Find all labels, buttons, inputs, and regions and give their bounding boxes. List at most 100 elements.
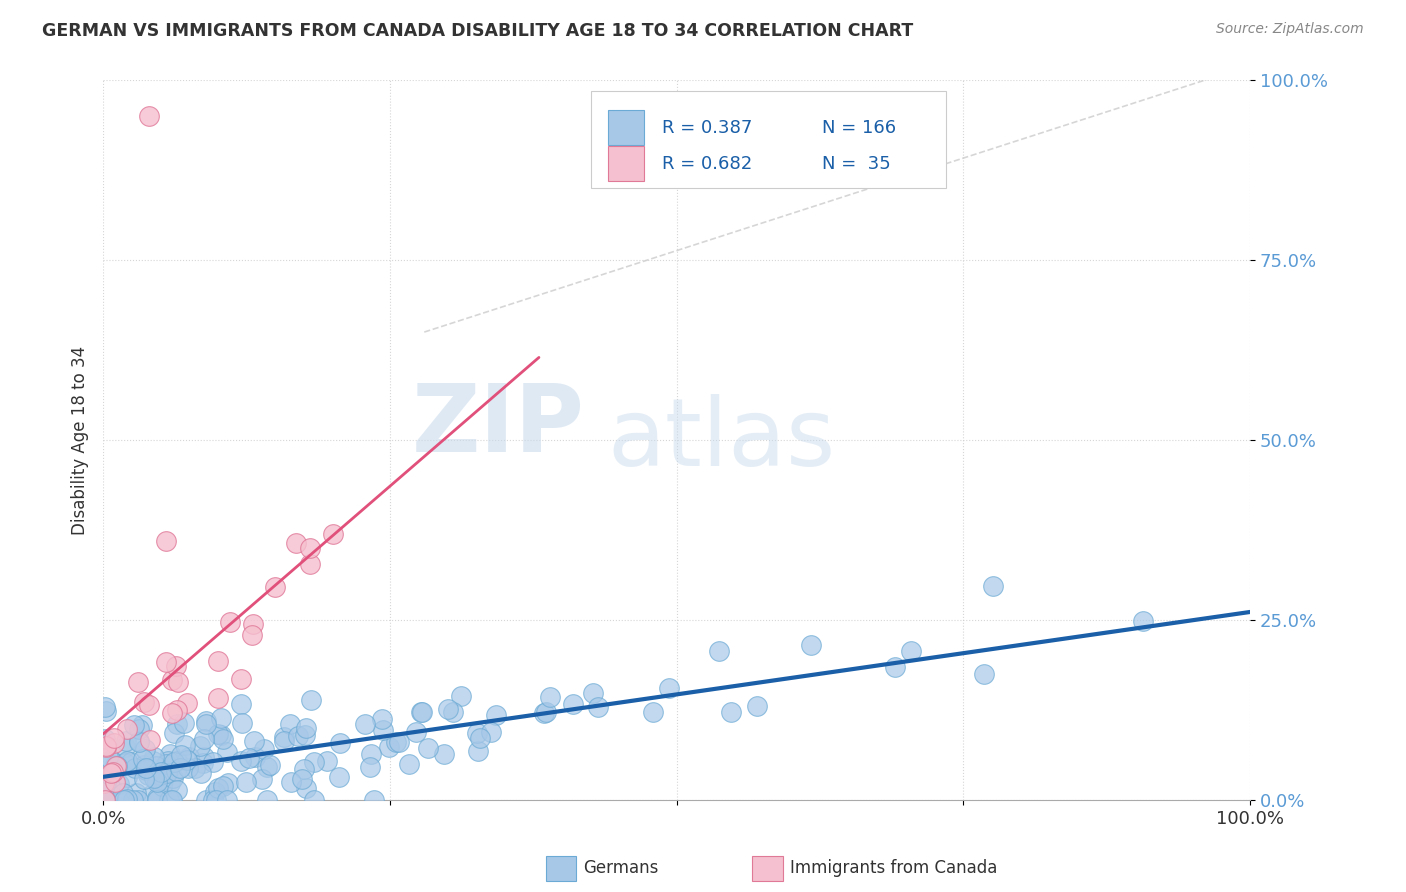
Point [302,756,325,770]
Point [114,739,136,754]
Point [363,793,385,807]
Point [135,761,157,775]
Point [193,732,215,747]
Point [94,732,117,747]
Point [138,698,160,712]
Point [155,655,177,669]
Point [115,771,138,785]
Point [240,628,263,642]
Point [160,673,183,688]
Point [184,761,207,775]
Point [562,697,585,711]
Point [94,793,117,807]
Point [160,793,183,807]
Point [124,762,146,776]
Text: R = 0.682: R = 0.682 [662,154,752,172]
Point [294,728,316,742]
Point [166,716,188,731]
Point [94,793,117,807]
Point [285,536,308,550]
Point [658,681,681,695]
Point [155,757,177,772]
Point [433,747,456,762]
Point [201,755,224,769]
Point [195,717,218,731]
Point [150,764,173,779]
Point [586,700,609,714]
Point [104,775,127,789]
Point [298,558,321,572]
Point [411,706,433,720]
Point [132,695,155,709]
Point [166,674,188,689]
Point [437,701,460,715]
Point [132,752,155,766]
Point [162,772,184,786]
Point [111,786,134,800]
Point [443,705,465,719]
Point [104,758,127,772]
Point [94,740,117,755]
Point [166,703,188,717]
Point [156,764,179,778]
Point [176,753,198,767]
Point [195,714,218,728]
Text: atlas: atlas [607,394,837,486]
Point [166,754,188,768]
Point [157,793,180,807]
Point [115,755,138,769]
Point [169,760,191,774]
Point [278,717,301,731]
Point [416,740,439,755]
Point [371,723,394,738]
Point [328,770,350,784]
Point [273,734,295,748]
Point [145,758,167,772]
Point [388,735,411,749]
Point [238,751,260,765]
Point [94,793,117,807]
Point [139,788,162,802]
Point [155,533,177,548]
Point [291,772,314,786]
Point [316,754,339,768]
Text: R = 0.387: R = 0.387 [662,119,752,136]
Point [884,660,907,674]
Point [1132,615,1154,629]
Point [146,793,169,807]
Point [800,638,823,652]
Point [259,757,281,772]
Point [128,734,150,748]
Point [165,764,187,779]
Point [398,756,420,771]
Point [215,745,238,759]
Point [132,772,155,787]
Point [205,793,228,807]
Point [122,793,145,807]
Point [94,704,117,718]
Point [709,644,731,658]
Point [465,726,488,740]
Point [160,793,183,807]
Point [138,732,160,747]
Point [371,712,394,726]
Point [146,772,169,787]
Text: N =  35: N = 35 [823,154,891,172]
Point [169,748,191,763]
Point [209,728,232,742]
Point [128,722,150,736]
Text: GERMAN VS IMMIGRANTS FROM CANADA DISABILITY AGE 18 TO 34 CORRELATION CHART: GERMAN VS IMMIGRANTS FROM CANADA DISABIL… [42,22,914,40]
Point [143,750,166,764]
Point [536,705,558,719]
FancyBboxPatch shape [591,91,946,188]
Point [582,686,605,700]
Point [165,658,187,673]
Point [231,716,253,731]
Point [100,778,122,792]
Point [96,739,118,753]
Point [97,750,120,764]
Point [981,579,1004,593]
Point [127,675,149,690]
Point [250,772,273,787]
Point [207,653,229,667]
